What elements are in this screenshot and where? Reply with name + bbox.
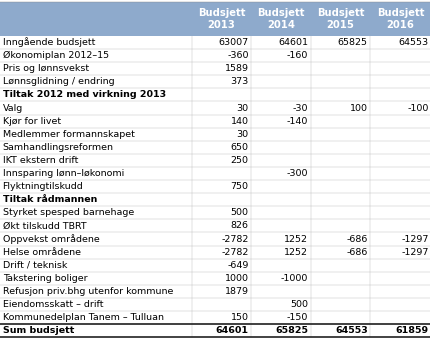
Text: -1297: -1297: [400, 248, 427, 257]
Text: -686: -686: [345, 248, 367, 257]
Text: -649: -649: [227, 261, 248, 270]
Text: Økonomiplan 2012–15: Økonomiplan 2012–15: [3, 51, 108, 60]
Text: 1879: 1879: [224, 287, 248, 296]
Text: 64601: 64601: [277, 38, 307, 47]
Text: Medlemmer formannskapet: Medlemmer formannskapet: [3, 130, 134, 139]
Text: -2782: -2782: [221, 248, 248, 257]
Text: 1252: 1252: [283, 235, 307, 244]
Text: -360: -360: [227, 51, 248, 60]
Text: Tiltak 2012 med virkning 2013: Tiltak 2012 med virkning 2013: [3, 91, 165, 99]
Text: Flyktningtilskudd: Flyktningtilskudd: [3, 182, 83, 191]
Text: -140: -140: [286, 117, 307, 126]
Text: 1252: 1252: [283, 248, 307, 257]
Text: Styrket spesped barnehage: Styrket spesped barnehage: [3, 208, 134, 217]
Text: 150: 150: [230, 313, 248, 322]
Text: -2782: -2782: [221, 235, 248, 244]
Text: 64553: 64553: [397, 38, 427, 47]
Text: 1000: 1000: [224, 274, 248, 283]
Text: 1589: 1589: [224, 64, 248, 73]
Text: 750: 750: [230, 182, 248, 191]
Text: Budsjett
2014: Budsjett 2014: [257, 8, 304, 30]
Text: Samhandlingsreformen: Samhandlingsreformen: [3, 143, 114, 152]
Text: 61859: 61859: [394, 326, 427, 335]
Text: Tiltak rådmannen: Tiltak rådmannen: [3, 195, 97, 204]
Text: -1000: -1000: [280, 274, 307, 283]
Text: -300: -300: [286, 169, 307, 178]
Text: Pris og lønnsvekst: Pris og lønnsvekst: [3, 64, 89, 73]
Text: Økt tilskudd TBRT: Økt tilskudd TBRT: [3, 222, 86, 230]
Text: Inngående budsjett: Inngående budsjett: [3, 38, 95, 48]
Text: 65825: 65825: [337, 38, 367, 47]
Text: Helse områdene: Helse områdene: [3, 248, 80, 257]
Text: Sum budsjett: Sum budsjett: [3, 326, 74, 335]
Text: 140: 140: [230, 117, 248, 126]
Text: -100: -100: [406, 104, 427, 113]
Bar: [0, 2, 430, 36]
Text: Lønnsglidning / endring: Lønnsglidning / endring: [3, 77, 114, 86]
Text: Takstering boliger: Takstering boliger: [3, 274, 87, 283]
Text: Budsjett
2013: Budsjett 2013: [197, 8, 245, 30]
Text: Kjør for livet: Kjør for livet: [3, 117, 61, 126]
Text: 826: 826: [230, 222, 248, 230]
Text: 63007: 63007: [218, 38, 248, 47]
Text: 250: 250: [230, 156, 248, 165]
Text: 64601: 64601: [215, 326, 248, 335]
Text: -1297: -1297: [400, 235, 427, 244]
Text: Budsjett
2016: Budsjett 2016: [376, 8, 424, 30]
Text: 500: 500: [289, 300, 307, 309]
Text: -160: -160: [286, 51, 307, 60]
Text: -150: -150: [286, 313, 307, 322]
Text: Refusjon priv.bhg utenfor kommune: Refusjon priv.bhg utenfor kommune: [3, 287, 172, 296]
Text: IKT ekstern drift: IKT ekstern drift: [3, 156, 78, 165]
Text: Kommunedelplan Tanem – Tulluan: Kommunedelplan Tanem – Tulluan: [3, 313, 163, 322]
Text: 64553: 64553: [334, 326, 367, 335]
Text: Eiendomsskatt – drift: Eiendomsskatt – drift: [3, 300, 103, 309]
Text: 650: 650: [230, 143, 248, 152]
Text: 65825: 65825: [274, 326, 307, 335]
Text: -686: -686: [345, 235, 367, 244]
Text: Drift / teknisk: Drift / teknisk: [3, 261, 67, 270]
Text: Innsparing lønn–løkonomi: Innsparing lønn–løkonomi: [3, 169, 123, 178]
Text: Oppvekst områdene: Oppvekst områdene: [3, 234, 99, 244]
Text: 30: 30: [236, 104, 248, 113]
Text: Valg: Valg: [3, 104, 23, 113]
Text: 373: 373: [230, 77, 248, 86]
Text: 100: 100: [349, 104, 367, 113]
Text: -30: -30: [292, 104, 307, 113]
Text: 500: 500: [230, 208, 248, 217]
Text: 30: 30: [236, 130, 248, 139]
Text: Budsjett
2015: Budsjett 2015: [316, 8, 363, 30]
